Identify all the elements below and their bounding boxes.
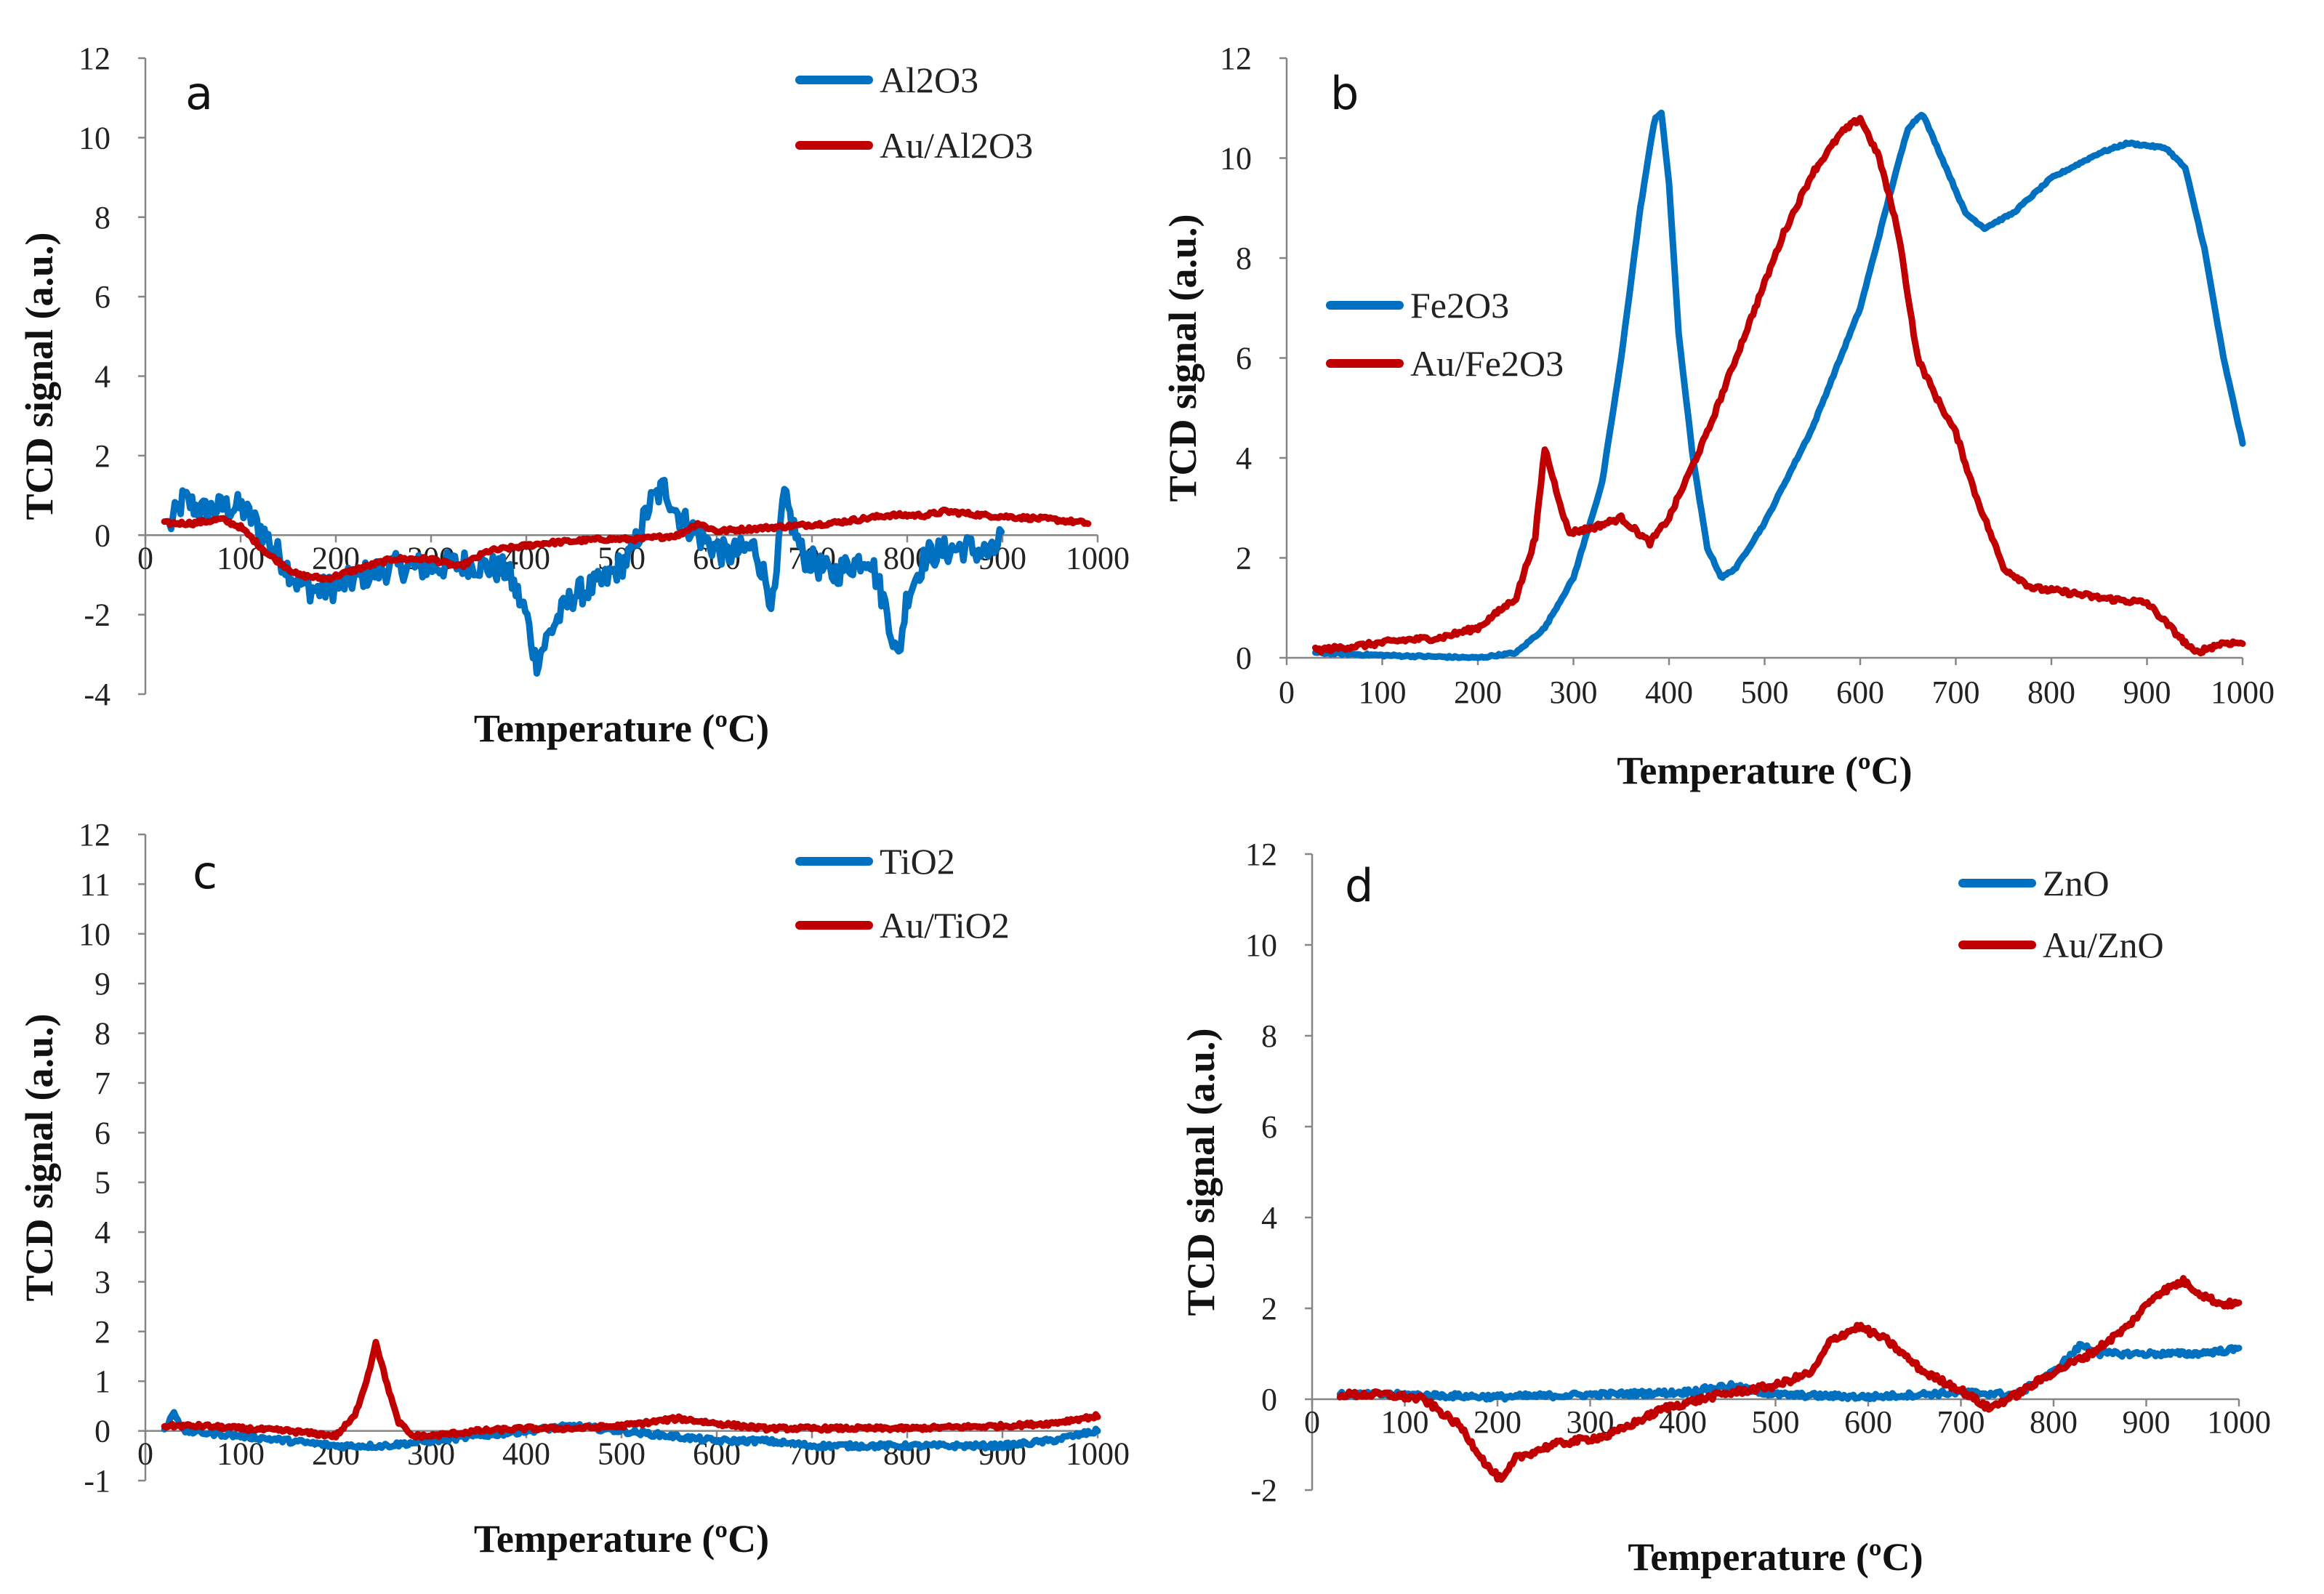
legend-label: Au/Fe2O3 bbox=[1410, 343, 1564, 384]
y-tick-label: 6 bbox=[95, 279, 110, 315]
panel-letter: c bbox=[193, 846, 217, 899]
y-axis-title: TCD signal (a.u.) bbox=[17, 1013, 61, 1301]
x-tick-label: 1000 bbox=[2207, 1404, 2271, 1440]
series-line-TiO2 bbox=[161, 1409, 1101, 1452]
y-tick-label: 10 bbox=[79, 120, 110, 156]
y-tick-label: 2 bbox=[1236, 541, 1252, 576]
series-line-Au/ZnO bbox=[1336, 1275, 2243, 1483]
series-line-Al2O3 bbox=[166, 477, 1005, 677]
y-axis-title: TCD signal (a.u.) bbox=[1161, 214, 1205, 502]
legend-label: Al2O3 bbox=[880, 60, 978, 100]
y-tick-label: -2 bbox=[84, 597, 110, 633]
x-tick-label: 200 bbox=[1473, 1404, 1521, 1440]
legend-label: TiO2 bbox=[880, 841, 955, 882]
y-tick-label: 10 bbox=[1245, 927, 1277, 963]
x-tick-label: 500 bbox=[1752, 1404, 1800, 1440]
x-axis-title: Temperature (ºC) bbox=[1628, 1535, 1923, 1579]
y-tick-label: 9 bbox=[95, 966, 110, 1002]
x-tick-label: 900 bbox=[2123, 1404, 2171, 1440]
legend-label: ZnO bbox=[2043, 863, 2110, 903]
x-tick-label: 600 bbox=[1836, 675, 1884, 710]
y-tick-label: 2 bbox=[1261, 1291, 1277, 1327]
legend-label: Fe2O3 bbox=[1410, 285, 1509, 326]
x-tick-label: 200 bbox=[1454, 675, 1502, 710]
y-tick-label: 12 bbox=[1220, 41, 1252, 76]
y-tick-label: 12 bbox=[79, 41, 110, 76]
y-tick-label: 0 bbox=[1261, 1382, 1277, 1417]
y-tick-label: 0 bbox=[95, 1414, 110, 1449]
x-tick-label: 400 bbox=[502, 1436, 550, 1472]
x-tick-label: 100 bbox=[1381, 1404, 1429, 1440]
y-tick-label: -2 bbox=[1250, 1473, 1277, 1508]
x-axis-title: Temperature (ºC) bbox=[1617, 749, 1912, 792]
x-tick-label: 0 bbox=[1304, 1404, 1320, 1440]
x-tick-label: 800 bbox=[2030, 1404, 2078, 1440]
x-tick-label: 100 bbox=[1359, 675, 1407, 710]
y-tick-label: 4 bbox=[1261, 1200, 1277, 1236]
y-axis-title: TCD signal (a.u.) bbox=[1179, 1028, 1223, 1316]
y-tick-label: 4 bbox=[95, 359, 110, 395]
y-tick-label: 5 bbox=[95, 1165, 110, 1201]
y-tick-label: 8 bbox=[1261, 1018, 1277, 1054]
y-tick-label: 8 bbox=[1236, 241, 1252, 276]
y-tick-label: 3 bbox=[95, 1264, 110, 1300]
panel-letter: b bbox=[1330, 67, 1359, 120]
y-tick-label: 10 bbox=[79, 917, 110, 952]
y-tick-label: 6 bbox=[1236, 341, 1252, 377]
y-tick-label: 7 bbox=[95, 1066, 110, 1101]
x-tick-label: 0 bbox=[137, 1436, 153, 1472]
y-tick-label: 2 bbox=[95, 438, 110, 474]
x-tick-label: 300 bbox=[1550, 675, 1598, 710]
legend-label: Au/Al2O3 bbox=[880, 125, 1033, 166]
x-tick-label: 700 bbox=[1932, 675, 1980, 710]
panel-letter: d bbox=[1345, 859, 1373, 912]
y-tick-label: 12 bbox=[1245, 837, 1277, 872]
y-tick-label: 10 bbox=[1220, 141, 1252, 177]
panel-letter: a bbox=[185, 67, 213, 120]
series-line-Au/Al2O3 bbox=[161, 507, 1092, 583]
series-line-Au/TiO2 bbox=[161, 1339, 1101, 1441]
y-tick-label: 4 bbox=[1236, 440, 1252, 476]
x-tick-label: 1000 bbox=[1066, 540, 1130, 576]
x-tick-label: 1000 bbox=[1066, 1436, 1130, 1472]
y-tick-label: 0 bbox=[95, 518, 110, 553]
panel-b-chart: 0 2 4 6 8 10 12 0 100 200 300 400 500 600 700 800 900 100… bbox=[1161, 41, 2275, 792]
y-axis-title: TCD signal (a.u.) bbox=[17, 232, 61, 520]
x-tick-label: 400 bbox=[1645, 675, 1693, 710]
x-tick-label: 700 bbox=[1937, 1404, 1985, 1440]
legend-label: Au/ZnO bbox=[2043, 925, 2164, 965]
x-tick-label: 500 bbox=[1741, 675, 1789, 710]
y-tick-label: -4 bbox=[84, 677, 110, 712]
y-tick-label: 12 bbox=[79, 817, 110, 853]
y-tick-label: 6 bbox=[95, 1115, 110, 1151]
series-line-Fe2O3 bbox=[1312, 109, 2246, 661]
y-tick-label: 8 bbox=[95, 1016, 110, 1052]
x-tick-label: 800 bbox=[2027, 675, 2075, 710]
y-tick-label: 8 bbox=[95, 200, 110, 236]
y-tick-label: 11 bbox=[80, 866, 110, 902]
x-tick-label: 0 bbox=[137, 540, 153, 576]
x-tick-label: 0 bbox=[1279, 675, 1295, 710]
x-tick-label: 500 bbox=[598, 1436, 646, 1472]
x-axis-title: Temperature (ºC) bbox=[474, 707, 769, 750]
series-line-Au/Fe2O3 bbox=[1312, 115, 2246, 656]
y-tick-label: 2 bbox=[95, 1314, 110, 1350]
y-tick-label: 0 bbox=[1236, 640, 1252, 676]
y-tick-label: -1 bbox=[84, 1463, 110, 1499]
y-tick-label: 1 bbox=[95, 1364, 110, 1399]
x-tick-label: 600 bbox=[1844, 1404, 1892, 1440]
y-tick-label: 6 bbox=[1261, 1109, 1277, 1145]
x-tick-label: 900 bbox=[2123, 675, 2171, 710]
y-tick-label: 4 bbox=[95, 1215, 110, 1250]
x-axis-title: Temperature (ºC) bbox=[474, 1517, 769, 1561]
x-tick-label: 1000 bbox=[2211, 675, 2275, 710]
legend-label: Au/TiO2 bbox=[880, 905, 1010, 946]
